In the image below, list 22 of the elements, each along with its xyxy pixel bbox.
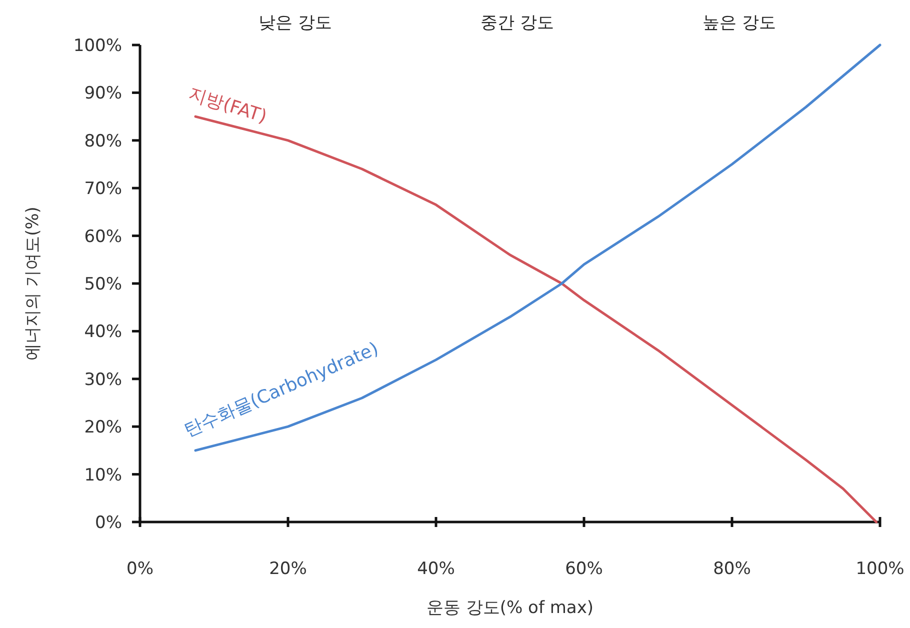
y-tick-label: 50% — [84, 274, 122, 294]
y-tick-label: 60% — [84, 226, 122, 247]
x-tick-label: 0% — [126, 559, 154, 579]
y-axis-title: 에너지의 기여도(%) — [23, 206, 43, 360]
x-tick-label: 80% — [713, 559, 751, 579]
y-tick-label: 40% — [84, 322, 122, 342]
x-tick-label: 40% — [417, 559, 455, 579]
y-tick-label: 70% — [84, 179, 122, 200]
y-tick-label: 100% — [73, 36, 122, 56]
x-tick-label: 20% — [269, 559, 307, 579]
text: 높은 강도 — [702, 13, 776, 33]
y-tick-label: 10% — [84, 465, 122, 486]
y-tick-label: 0% — [95, 513, 122, 533]
y-tick-label: 80% — [84, 131, 122, 152]
y-tick-label: 90% — [84, 84, 122, 104]
y-tick-label: 30% — [84, 370, 122, 390]
text: 중간 강도 — [480, 13, 554, 33]
text: 낮은 강도 — [258, 13, 332, 33]
x-axis-title: 운동 강도(% of max) — [426, 598, 594, 618]
x-tick-label: 60% — [565, 559, 603, 579]
x-tick-label: 100% — [856, 559, 904, 579]
y-tick-label: 20% — [84, 418, 122, 438]
